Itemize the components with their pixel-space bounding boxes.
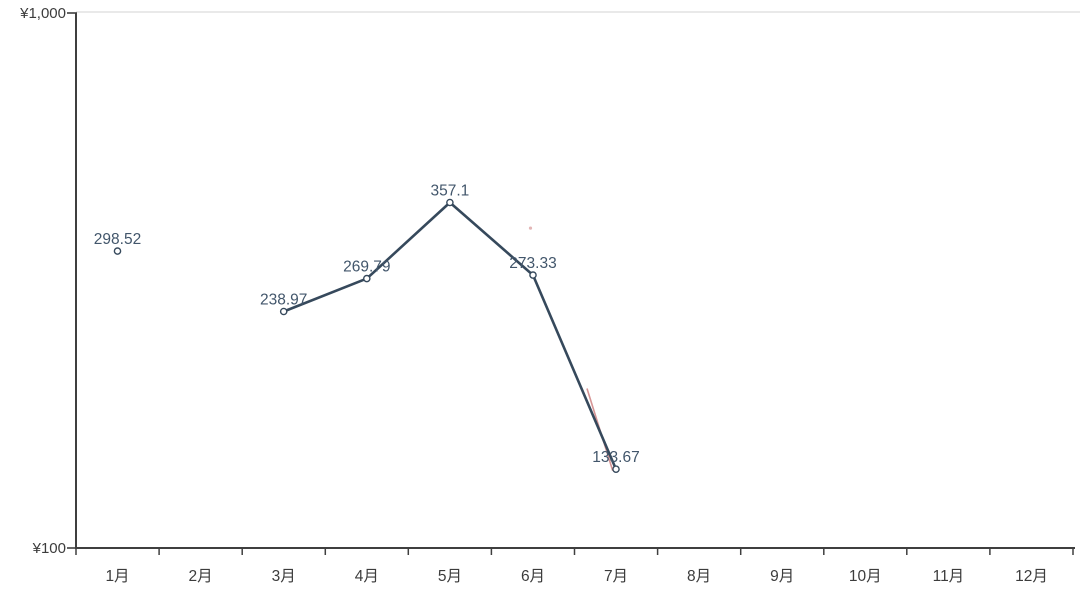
data-point-label: 298.52: [94, 231, 141, 248]
x-axis-label: 7月: [604, 568, 628, 585]
data-point-marker[interactable]: [446, 198, 454, 207]
y-axis-label-bottom: ¥100: [32, 540, 66, 557]
x-axis-label: 1月: [105, 568, 129, 585]
series-line: [282, 201, 618, 471]
x-axis-label: 3月: [272, 568, 296, 585]
x-axis-label: 12月: [1015, 568, 1048, 585]
data-point-marker[interactable]: [362, 274, 371, 283]
data-point-label: 273.33: [509, 255, 556, 272]
x-axis-label: 5月: [438, 568, 462, 585]
data-point-marker[interactable]: [113, 247, 122, 255]
faint-red-dot: [528, 226, 533, 230]
x-axis-label: 8月: [687, 568, 711, 585]
data-point-label: 238.97: [260, 292, 307, 309]
data-point-label: 269.79: [343, 259, 390, 276]
data-point-marker[interactable]: [612, 465, 620, 474]
data-point-marker[interactable]: [279, 307, 288, 316]
x-axis-label: 11月: [933, 568, 965, 585]
x-axis-label: 4月: [355, 568, 379, 585]
data-point-label: 133.67: [592, 449, 639, 466]
data-point-label: 357.1: [431, 183, 470, 200]
x-axis-label: 9月: [770, 568, 794, 585]
x-axis-label: 10月: [849, 568, 882, 585]
data-point-marker[interactable]: [529, 271, 537, 279]
x-axis-label: 2月: [189, 568, 213, 585]
y-axis-label-top: ¥1,000: [19, 5, 66, 22]
x-axis-label: 6月: [521, 568, 545, 585]
